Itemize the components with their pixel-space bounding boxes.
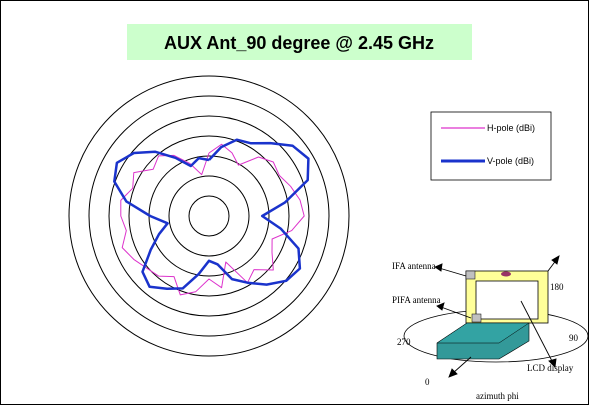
- grid-ring-7: [68, 75, 350, 357]
- title-background: [127, 24, 472, 60]
- grid-ring-4: [128, 135, 290, 297]
- label-ifa-antenna: IFA antenna: [392, 261, 436, 271]
- arrow-ifa: [438, 267, 467, 277]
- arrow-180-head: [551, 255, 560, 265]
- series-layer: [113, 138, 310, 296]
- arrow-0-head: [448, 368, 458, 378]
- grid-ring-2: [168, 175, 250, 257]
- arrow-0: [452, 356, 472, 374]
- arrow-pifa: [440, 306, 472, 319]
- grid-ring-5: [108, 115, 310, 317]
- legend-label-v-pole: V-pole (dBi): [487, 156, 534, 166]
- grid-ring-1: [188, 195, 230, 237]
- grid-ring-3: [148, 155, 270, 277]
- label-angle-90: 90: [569, 333, 579, 343]
- chart-title: AUX Ant_90 degree @ 2.45 GHz: [164, 33, 434, 53]
- label-pifa-antenna: PIFA antenna: [392, 295, 441, 305]
- camera-dot: [501, 271, 511, 277]
- label-angle-0: 0: [425, 377, 430, 387]
- label-angle-180: 180: [550, 282, 564, 292]
- legend-box: [430, 111, 552, 181]
- arrow-pifa-head: [436, 302, 445, 311]
- label-lcd-display: LCD display: [527, 363, 574, 373]
- lcd-screen: [475, 280, 539, 320]
- series-line-v-pole: [113, 138, 310, 290]
- polar-grid: [68, 75, 350, 357]
- arrow-ifa-head: [434, 263, 443, 272]
- series-line-h-pole: [120, 143, 305, 296]
- grid-ring-6: [88, 95, 330, 337]
- arrow-lcd: [520, 300, 554, 364]
- pifa-antenna-marker: [471, 313, 482, 323]
- orientation-diagram: IFA antenna PIFA antenna 180 90 270 LCD …: [392, 255, 588, 401]
- ifa-antenna-marker: [465, 270, 476, 280]
- label-azimuth-phi: azimuth phi: [476, 391, 519, 401]
- label-angle-270: 270: [397, 337, 411, 347]
- laptop-base-top: [436, 322, 530, 344]
- legend: H-pole (dBi) V-pole (dBi): [430, 111, 552, 181]
- legend-label-h-pole: H-pole (dBi): [487, 123, 535, 133]
- arrow-lcd-head: [548, 358, 557, 368]
